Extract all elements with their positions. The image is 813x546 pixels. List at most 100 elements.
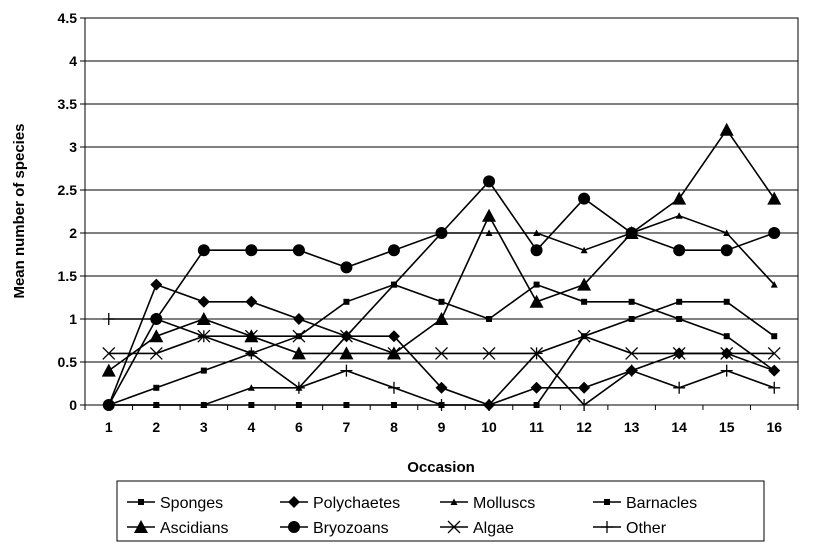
legend-marker <box>288 521 300 533</box>
data-point <box>580 246 588 254</box>
legend-item-barnacles: Barnacles <box>593 495 697 512</box>
legend-marker <box>134 520 148 533</box>
series-line <box>108 180 775 406</box>
data-point <box>485 229 493 236</box>
data-point <box>581 298 588 305</box>
data-point <box>672 191 687 205</box>
data-point <box>102 399 115 411</box>
data-point <box>770 281 778 288</box>
x-tick-label: 10 <box>481 419 497 435</box>
legend-item-sponges: Sponges <box>127 495 223 512</box>
data-point <box>483 399 496 411</box>
legend-item-molluscs: Molluscs <box>440 495 535 512</box>
data-point <box>101 363 116 377</box>
data-point <box>196 312 211 325</box>
data-point <box>676 316 683 322</box>
data-point <box>486 316 493 322</box>
series-line <box>108 214 775 406</box>
data-point <box>244 329 258 343</box>
data-point <box>578 192 591 205</box>
data-point <box>247 384 255 391</box>
x-tick-label: 4 <box>247 419 255 435</box>
legend-box <box>116 480 765 542</box>
data-point <box>197 330 210 343</box>
data-point <box>435 227 448 239</box>
data-point <box>435 381 448 394</box>
data-point <box>719 122 734 136</box>
x-tick-label: 14 <box>671 419 687 435</box>
data-point <box>723 298 730 305</box>
data-point <box>245 295 258 308</box>
legend-item-algae: Algae <box>440 520 514 537</box>
y-tick-label: 3 <box>69 139 77 155</box>
data-point <box>434 312 449 325</box>
y-tick-label: 0 <box>69 397 77 413</box>
x-tick-label: 11 <box>529 419 544 435</box>
y-tick-label: 4.5 <box>58 10 78 26</box>
data-point <box>339 329 353 343</box>
legend-item-polychaetes: Polychaetes <box>280 495 400 512</box>
data-point <box>339 346 354 360</box>
data-point <box>533 281 540 288</box>
legend-label: Ascidians <box>160 520 228 537</box>
data-point <box>675 212 683 219</box>
series-other <box>102 313 781 411</box>
data-point <box>292 313 305 325</box>
data-point <box>578 381 591 394</box>
y-axis-title: Mean number of species <box>11 123 28 298</box>
series-algae <box>102 329 781 360</box>
data-point <box>292 244 305 257</box>
y-tick-label: 1.5 <box>58 268 78 284</box>
data-point <box>625 227 638 239</box>
data-point <box>530 381 543 394</box>
data-point <box>295 402 302 408</box>
series-bryozoans <box>102 175 781 411</box>
data-point <box>387 346 401 360</box>
x-tick-label: 8 <box>390 419 398 435</box>
x-tick-label: 12 <box>576 419 592 435</box>
data-point <box>578 399 591 411</box>
y-tick-label: 2.5 <box>58 182 78 198</box>
data-point <box>340 261 353 274</box>
data-point <box>197 244 210 257</box>
y-tick-label: 2 <box>69 225 77 241</box>
data-point <box>387 330 400 343</box>
legend-marker <box>604 499 610 505</box>
legend: Sponges Polychaetes Molluscs Barnacles Ascid… <box>116 480 765 542</box>
x-tick-label: 3 <box>200 419 208 435</box>
data-point <box>291 346 306 360</box>
x-axis-title: Occasion <box>407 459 475 476</box>
data-point <box>533 402 540 408</box>
data-point <box>435 399 448 411</box>
data-point <box>577 329 591 343</box>
data-point <box>248 402 255 408</box>
x-tick-label: 6 <box>295 419 303 435</box>
data-point <box>530 347 543 360</box>
data-point <box>767 346 781 360</box>
data-point <box>435 346 448 360</box>
legend-item-other: Other <box>593 520 667 537</box>
data-point <box>673 381 686 394</box>
data-point <box>343 402 350 408</box>
data-point <box>153 384 160 391</box>
data-point <box>628 298 635 305</box>
data-point <box>720 244 733 257</box>
legend-marker <box>447 520 461 534</box>
data-point <box>482 208 497 222</box>
data-point <box>723 229 731 236</box>
data-point <box>673 244 686 257</box>
data-point <box>102 313 115 325</box>
data-point <box>245 347 258 360</box>
data-point <box>676 298 683 305</box>
data-point <box>387 381 400 394</box>
data-point <box>771 333 778 340</box>
data-point <box>530 244 543 257</box>
data-point <box>483 175 496 188</box>
legend-label: Polychaetes <box>313 495 400 512</box>
data-point <box>150 313 163 325</box>
data-point <box>533 229 541 236</box>
data-point <box>102 346 116 360</box>
legend-label: Algae <box>473 520 514 537</box>
plot-area <box>84 17 799 406</box>
